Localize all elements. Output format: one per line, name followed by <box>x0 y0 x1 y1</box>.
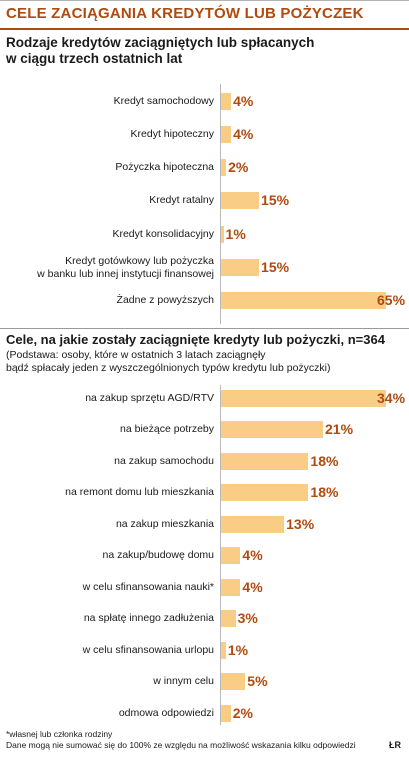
value-label: 34% <box>377 389 406 406</box>
category-label-line: na spłatę innego zadłużenia <box>83 612 214 624</box>
bar <box>221 578 241 596</box>
chart1-title-line: Rodzaje kredytów zaciągniętych lub spłac… <box>6 35 315 50</box>
section-divider <box>0 328 409 329</box>
bar <box>221 673 246 690</box>
category-label: na zakup samochodu <box>6 455 214 468</box>
category-label: Kredyt konsolidacyjny <box>6 228 214 241</box>
top-rule <box>0 0 409 1</box>
category-label: na remont domu lub mieszkania <box>6 486 214 499</box>
value-label: 4% <box>233 92 254 109</box>
category-label-line: w celu sfinansowania urlopu <box>82 643 214 656</box>
value-label: 3% <box>237 610 258 626</box>
category-label-line: na zakup sprzętu AGD/RTV <box>85 391 214 404</box>
bar <box>221 704 231 722</box>
category-label-line: Kredyt hipoteczny <box>130 127 214 140</box>
main-title: CELE ZACIĄGANIA KREDYTÓW LUB POŻYCZEK <box>6 5 364 22</box>
category-label-line: na zakup/budowę domu <box>102 549 215 561</box>
value-label: 21% <box>325 421 354 437</box>
value-label: 15% <box>261 259 290 275</box>
category-label: na zakup/budowę domu <box>6 549 215 562</box>
category-label: Kredyt samochodowy <box>6 95 214 108</box>
chart1-title: Rodzaje kredytów zaciągniętych lub spłac… <box>6 35 401 67</box>
category-label: w celu sfinansowania urlopu <box>6 644 214 657</box>
bar <box>221 292 386 310</box>
category-label: odmowa odpowiedzi <box>6 707 214 720</box>
value-label: 18% <box>310 484 339 500</box>
bar <box>221 125 232 143</box>
value-label: 1% <box>227 641 249 658</box>
category-label-line: w innym celu <box>153 675 214 687</box>
value-label: 4% <box>233 125 254 142</box>
bar <box>221 421 323 438</box>
category-label-line: Żadne z powyższych <box>116 294 214 307</box>
bar <box>221 192 260 210</box>
value-label: 65% <box>377 292 406 309</box>
footnote-line: Dane mogą nie sumować się do 100% ze wzg… <box>6 739 356 750</box>
category-label-line: na zakup samochodu <box>114 454 214 467</box>
category-label: na zakup sprzętu AGD/RTV <box>6 392 214 405</box>
value-label: 5% <box>247 673 268 689</box>
category-label-line: na remont domu lub mieszkania <box>65 486 214 498</box>
value-label: 2% <box>228 159 249 176</box>
category-label: na zakup mieszkania <box>6 518 214 531</box>
value-label: 4% <box>242 547 263 563</box>
category-label-line: Kredyt gotówkowy lub pożyczka <box>65 254 214 267</box>
chart2-axis <box>220 385 221 725</box>
category-label-line: na bieżące potrzeby <box>120 423 214 435</box>
category-label: na spłatę innego zadłużenia <box>6 612 214 625</box>
bar <box>221 92 232 110</box>
category-label: na bieżące potrzeby <box>6 423 214 436</box>
chart2-title: Cele, na jakie zostały zaciągnięte kredy… <box>6 332 385 347</box>
value-label: 4% <box>242 578 263 595</box>
chart1-axis <box>220 84 221 324</box>
category-label-line: odmowa odpowiedzi <box>118 706 214 719</box>
bar <box>221 225 224 243</box>
bar <box>221 259 260 276</box>
value-label: 2% <box>232 704 253 721</box>
category-label: Kredyt gotówkowy lub pożyczka w banku lub… <box>6 255 214 281</box>
bar <box>221 484 309 501</box>
publisher-logo: ŁR <box>389 740 401 750</box>
category-label: w innym celu <box>6 675 214 688</box>
category-label-line: Kredyt samochodowy <box>113 94 214 107</box>
bar <box>221 159 227 177</box>
value-label: 13% <box>286 515 315 532</box>
category-label-line: w celu sfinansowania nauki* <box>82 580 214 593</box>
value-label: 1% <box>225 225 246 242</box>
bar <box>221 610 236 627</box>
category-label-line: Kredyt ratalny <box>149 194 214 207</box>
category-label: Żadne z powyższych <box>6 294 214 307</box>
category-label: w celu sfinansowania nauki* <box>6 581 214 594</box>
category-label-line: Kredyt konsolidacyjny <box>112 227 214 240</box>
bar <box>221 515 285 533</box>
category-label-line: Pożyczka hipoteczna <box>115 161 214 174</box>
category-label: Kredyt ratalny <box>6 194 214 207</box>
category-label: Pożyczka hipoteczna <box>6 161 214 174</box>
chart1-title-line: w ciągu trzech ostatnich lat <box>6 51 183 66</box>
chart2-note-line: bądź spłacały jeden z wyszczególnionych … <box>6 362 331 374</box>
category-label-line: na zakup mieszkania <box>115 517 214 530</box>
footnote: *własnej lub członka rodziny Dane mogą n… <box>6 729 356 750</box>
value-label: 15% <box>261 192 290 209</box>
footnote-line: *własnej lub członka rodziny <box>6 729 113 739</box>
bar <box>221 389 387 407</box>
value-label: 18% <box>310 452 339 469</box>
chart2-note-line: (Podstawa: osoby, które w ostatnich 3 la… <box>6 349 266 361</box>
title-rule <box>0 28 409 30</box>
bar <box>221 547 241 564</box>
bar <box>221 452 309 470</box>
category-label: Kredyt hipoteczny <box>6 128 214 141</box>
chart2-note: (Podstawa: osoby, które w ostatnich 3 la… <box>6 349 406 375</box>
category-label-line: w banku lub innej instytucji finansowej <box>37 267 214 280</box>
bar <box>221 641 226 659</box>
